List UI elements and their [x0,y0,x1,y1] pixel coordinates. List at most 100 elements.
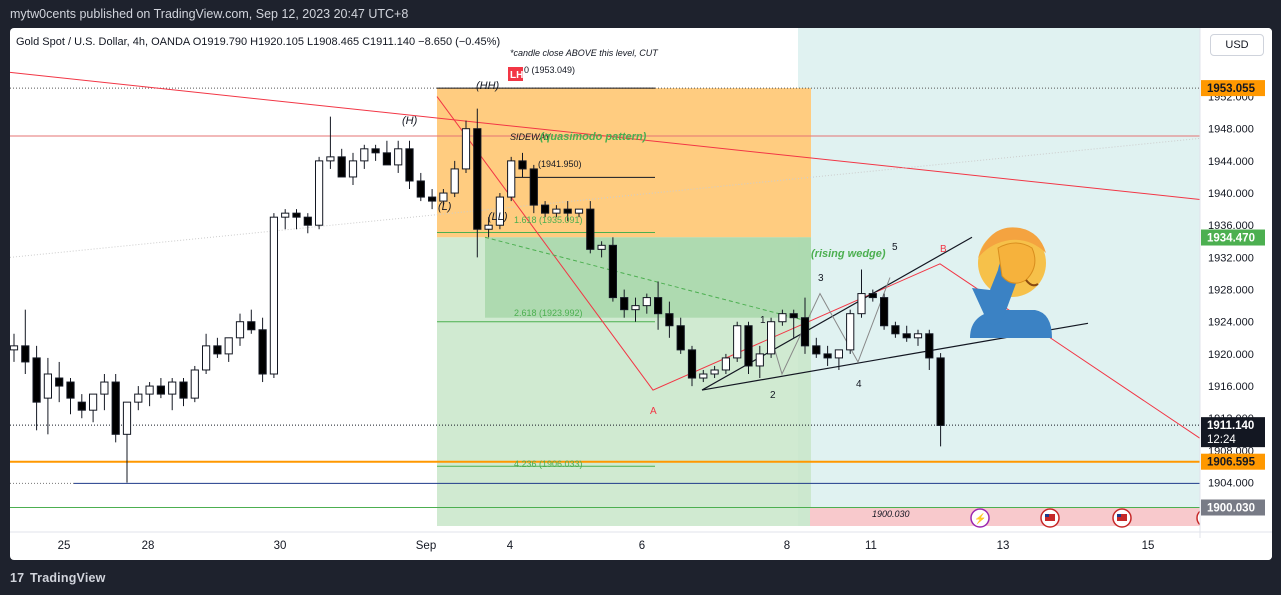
l-label: (L) [438,201,452,213]
lightning-glyph: ⚡ [974,512,986,525]
candle-body [518,160,527,170]
candle-body [654,297,663,315]
y-tick-5: 1932.000 [1208,252,1254,264]
candle-23 [269,213,278,379]
sideway-label: SIDEWAY [510,132,552,142]
candle-body [608,244,617,299]
wave-label-4: 4 [856,379,862,390]
price-chart[interactable]: Gold Spot / U.S. Dollar, 4h, OANDA O1919… [10,28,1272,560]
candle-body [586,208,595,250]
lh-badge: LH [510,70,523,81]
candle-79 [902,325,911,342]
footer: 17 TradingView [0,562,1281,595]
candle-body [281,212,290,218]
lines-layer [10,71,1201,509]
candle-49 [563,201,572,222]
annotations-layer: Gold Spot / U.S. Dollar, 4h, OANDA O1919… [16,36,1216,528]
tradingview-logo: 17 TradingView [10,571,106,585]
candle-body [563,208,572,214]
candle-76 [868,289,877,302]
candle-60 [687,345,697,387]
candle-body [529,168,538,206]
candle-48 [552,205,561,218]
candle-body [574,208,584,214]
badge-resistance: 1953.055 [1207,83,1256,95]
candle-body [699,373,708,379]
candle-body [416,180,425,198]
candle-69 [789,309,798,338]
candle-body [269,216,278,375]
candle-57 [654,281,663,330]
candle-82 [936,353,945,447]
candle-9 [111,374,120,443]
candle-body [428,196,437,202]
fib-1618-label: 1.618 (1935.091) [514,215,583,225]
fib-mid-label: (1941.950) [538,159,582,169]
candle-56 [642,293,651,314]
badge-wedge-base-bg [1201,229,1265,246]
x-tick-8: 13 [997,540,1010,552]
candle-body [235,321,245,339]
qm-label: (quasimodo pattern) [540,131,647,143]
candle-67 [767,317,776,358]
uptrend-dotted-line [10,137,1201,258]
badge-support: 1906.595 [1207,457,1256,469]
y-tick-9: 1916.000 [1208,381,1254,393]
candle-body [541,204,550,214]
candle-5 [66,378,75,415]
badge-support-bg [1201,453,1265,470]
candle-13 [156,378,166,399]
flag-canton-1 [1117,514,1121,517]
emoji-hand [997,242,1036,284]
hh-label: (HH) [476,80,500,92]
y-tick-7: 1924.000 [1208,317,1254,329]
candle-20 [235,313,245,346]
candle-body [495,196,504,226]
candle-body [461,128,471,170]
candle-body [812,345,821,355]
candle-11 [134,386,143,411]
candle-body [902,333,911,339]
fib-0-label: 0 (1953.049) [524,65,575,75]
candle-body [834,349,843,359]
candle-16 [190,365,199,403]
candle-body [326,156,335,162]
wave-label-1: 1 [760,315,766,326]
candle-38 [439,189,448,206]
candle-62 [710,365,719,379]
candle-body [880,297,889,327]
candle-body [789,313,798,319]
candle-body [405,148,414,182]
candle-7 [89,393,98,423]
candle-51 [586,201,595,254]
price-axis-bg [1200,28,1272,560]
candle-body [371,148,380,154]
x-tick-6: 8 [784,540,790,552]
candle-29 [337,148,346,178]
candle-body [868,293,877,299]
candle-body [134,393,143,403]
chart-frame[interactable]: Gold Spot / U.S. Dollar, 4h, OANDA O1919… [10,28,1272,560]
currency-button[interactable]: USD [1210,34,1264,56]
downtrend-line [10,71,1201,200]
time-axis-layer: 25 28 30 Sep 4 6 8 11 13 15 [10,531,1272,552]
candle-45 [518,152,527,177]
candle-body [315,160,324,226]
candle-40 [461,120,471,173]
candle-63 [721,353,730,374]
candle-74 [846,309,855,354]
candle-10 [122,401,132,483]
candle-66 [755,345,764,379]
candle-52 [597,241,606,258]
badge-resistance-bg [1201,80,1265,97]
candle-32 [371,144,380,161]
candle-64 [733,321,742,362]
candle-46 [529,164,538,214]
badge-last-price: 1911.140 [1207,420,1254,432]
candle-body [800,317,810,347]
x-tick-4: 4 [507,540,514,552]
y-tick-4: 1936.000 [1208,220,1254,232]
lh-badge-bg [508,67,523,81]
candle-body [224,337,233,355]
candle-body [382,152,391,166]
